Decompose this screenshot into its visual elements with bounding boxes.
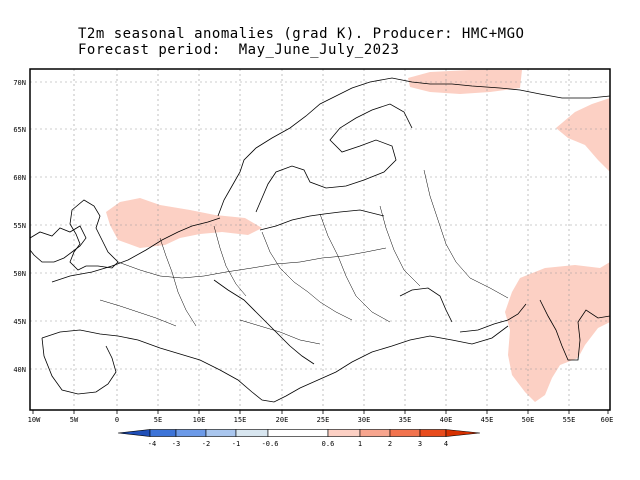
lat-label: 60N — [13, 174, 26, 182]
lat-label: 50N — [13, 270, 26, 278]
forecast-period: Forecast period: May_June_July_2023 — [78, 42, 400, 58]
lon-label: 5W — [70, 416, 79, 424]
lon-label: 60E — [601, 416, 614, 424]
colorbar-label: 4 — [444, 440, 448, 448]
grid-lines — [30, 69, 610, 410]
lon-label: 20E — [276, 416, 289, 424]
lon-label: 5E — [154, 416, 162, 424]
colorbar-label: -1 — [232, 440, 240, 448]
lat-label: 45N — [13, 318, 26, 326]
lat-label: 40N — [13, 366, 26, 374]
colorbar-label: -3 — [172, 440, 180, 448]
coastlines — [30, 77, 610, 403]
lon-label: 45E — [481, 416, 494, 424]
lon-label: 30E — [358, 416, 371, 424]
colorbar-label: -0.6 — [262, 440, 279, 448]
map-frame — [29, 68, 611, 411]
lon-label: 10W — [28, 416, 41, 424]
lon-label: 10E — [193, 416, 206, 424]
anomaly-area-northeast — [556, 98, 610, 172]
colorbar-labels: -4 -3 -2 -1 -0.6 0.6 1 2 3 4 — [148, 440, 448, 448]
colorbar-label: 3 — [418, 440, 422, 448]
lon-label: 55E — [563, 416, 576, 424]
colorbar-segment — [359, 429, 391, 437]
longitude-labels: 10W 5W 0 5E 10E 15E 20E 25E 30E 35E 40E … — [28, 416, 614, 424]
colorbar-segment — [235, 429, 269, 437]
latitude-labels: 70N 65N 60N 55N 50N 45N 40N — [13, 79, 26, 374]
lon-label: 50E — [522, 416, 535, 424]
lon-label: 25E — [317, 416, 330, 424]
anomaly-area-northsea — [106, 198, 262, 248]
lon-label: 35E — [399, 416, 412, 424]
lon-label: 40E — [440, 416, 453, 424]
map-title: T2m seasonal anomalies (grad K). Produce… — [78, 26, 525, 42]
lon-label: 0 — [115, 416, 119, 424]
colorbar-label: 1 — [358, 440, 362, 448]
lat-label: 55N — [13, 222, 26, 230]
colorbar-segment — [267, 429, 329, 437]
colorbar-segment — [327, 429, 361, 437]
anomaly-areas — [106, 70, 610, 402]
colorbar-segment — [389, 429, 421, 437]
country-borders — [99, 169, 509, 345]
colorbar — [117, 429, 481, 437]
colorbar-segment — [175, 429, 207, 437]
colorbar-segment — [205, 429, 237, 437]
anomaly-area-caspian — [505, 262, 610, 402]
axis-ticks — [32, 410, 609, 414]
colorbar-segment — [445, 429, 481, 437]
colorbar-segment — [117, 429, 151, 437]
colorbar-label: 0.6 — [322, 440, 335, 448]
colorbar-segment — [419, 429, 447, 437]
colorbar-segment — [149, 429, 177, 437]
lat-label: 65N — [13, 126, 26, 134]
lat-label: 70N — [13, 79, 26, 87]
lon-label: 15E — [234, 416, 247, 424]
colorbar-label: -4 — [148, 440, 156, 448]
colorbar-label: 2 — [388, 440, 392, 448]
colorbar-label: -2 — [202, 440, 210, 448]
